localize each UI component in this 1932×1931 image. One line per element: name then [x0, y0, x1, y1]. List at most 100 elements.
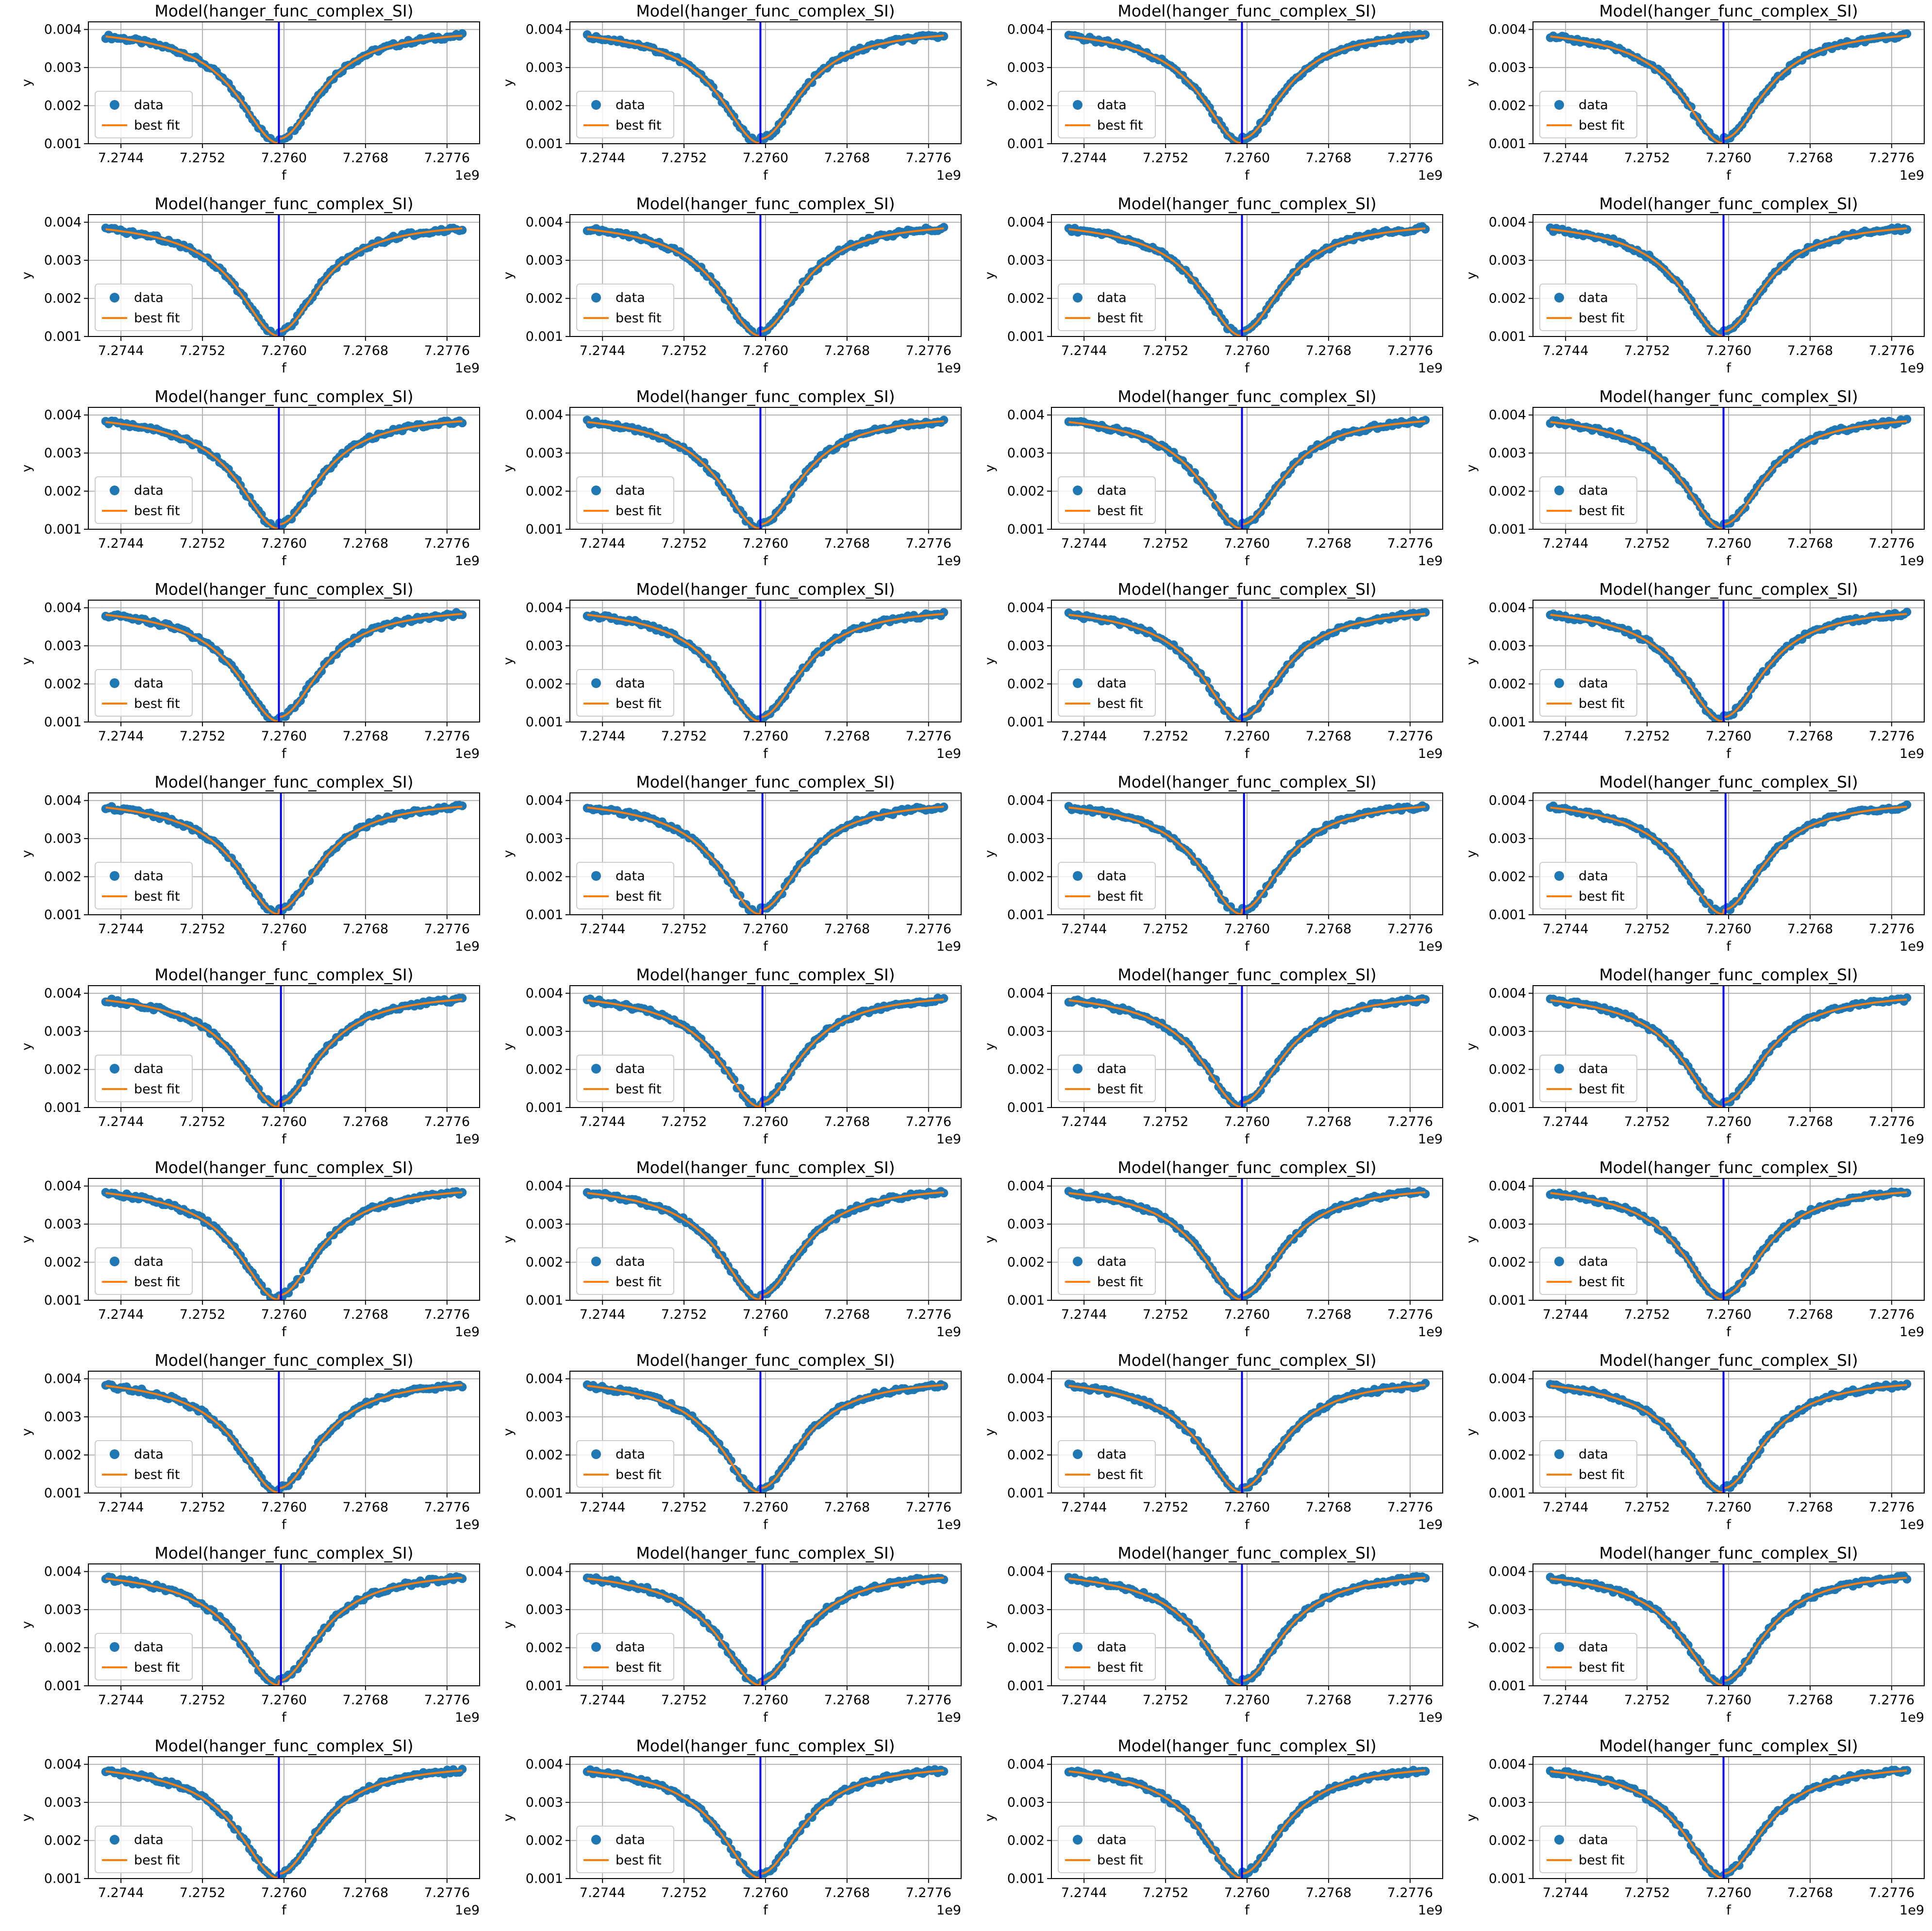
- data-point: [1421, 416, 1430, 425]
- subplot-title: Model(hanger_func_complex_SI): [1599, 965, 1858, 984]
- y-tick-label: 0.003: [526, 1410, 563, 1425]
- plot-area: [101, 416, 467, 529]
- subplot-title: Model(hanger_func_complex_SI): [154, 1, 413, 20]
- x-tick-label: 7.2776: [1387, 536, 1433, 551]
- x-tick-label: 7.2752: [1624, 1307, 1670, 1322]
- legend-label-data: data: [1097, 290, 1127, 305]
- y-tick-label: 0.004: [44, 215, 82, 230]
- y-tick-label: 0.004: [526, 215, 563, 230]
- x-tick-label: 7.2744: [98, 151, 144, 166]
- x-tick-label: 7.2768: [824, 343, 870, 358]
- data-point: [939, 994, 949, 1003]
- y-axis-label: y: [983, 79, 998, 86]
- legend: data best fit: [1058, 1055, 1156, 1102]
- y-tick-label: 0.002: [1007, 484, 1045, 499]
- y-tick-label: 0.001: [44, 907, 82, 923]
- y-tick-label: 0.003: [1489, 831, 1526, 846]
- x-offset-text: 1e9: [1899, 1132, 1924, 1147]
- legend-data-marker: [591, 100, 601, 110]
- y-tick-label: 0.002: [1489, 1062, 1526, 1077]
- y-tick-label: 0.001: [1489, 329, 1526, 344]
- y-tick-label: 0.003: [1007, 638, 1045, 654]
- y-tick-label: 0.002: [526, 99, 563, 114]
- x-tick-label: 7.2744: [1543, 151, 1588, 166]
- x-tick-label: 7.2760: [261, 922, 307, 937]
- best-fit-line: [1068, 806, 1426, 915]
- x-axis-label: f: [282, 361, 287, 376]
- x-tick-label: 7.2760: [1224, 343, 1270, 358]
- legend: data best fit: [1539, 1247, 1637, 1295]
- subplot-panel: Model(hanger_func_complex_SI) 7.2744 7.275…: [983, 1158, 1443, 1340]
- best-fit-line: [105, 227, 463, 336]
- legend-label-fit: best fit: [616, 118, 662, 133]
- legend: data best fit: [1058, 476, 1156, 524]
- x-tick-label: 7.2768: [1306, 729, 1351, 744]
- best-fit-line: [1550, 227, 1907, 336]
- x-tick-label: 7.2768: [343, 922, 388, 937]
- y-tick-label: 0.001: [526, 1100, 563, 1115]
- legend-label-data: data: [134, 1061, 164, 1076]
- plot-area: [1546, 29, 1912, 144]
- x-offset-text: 1e9: [455, 1517, 480, 1532]
- x-tick-label: 7.2776: [1869, 343, 1915, 358]
- legend-label-data: data: [1579, 1061, 1608, 1076]
- x-tick-label: 7.2752: [180, 151, 225, 166]
- x-tick-label: 7.2744: [98, 343, 144, 358]
- subplot-panel: Model(hanger_func_complex_SI) 7.2744 7.275…: [1464, 965, 1925, 1147]
- plot-area: [1546, 223, 1912, 336]
- y-tick-label: 0.004: [526, 22, 563, 37]
- y-axis-label: y: [1464, 1042, 1479, 1050]
- x-axis-label: f: [1245, 939, 1250, 954]
- x-axis-label: f: [1726, 1132, 1732, 1147]
- x-axis-label: f: [763, 746, 768, 761]
- y-tick-label: 0.004: [1007, 986, 1045, 1001]
- legend: data best fit: [1539, 91, 1637, 138]
- x-tick-label: 7.2752: [1624, 536, 1670, 551]
- legend-data-marker: [110, 871, 119, 881]
- y-tick-label: 0.003: [44, 1410, 82, 1425]
- subplot-panel: Model(hanger_func_complex_SI) 7.2744 7.275…: [19, 580, 480, 761]
- x-axis-label: f: [1726, 746, 1732, 761]
- y-tick-label: 0.004: [44, 22, 82, 37]
- x-tick-label: 7.2760: [261, 343, 307, 358]
- subplot-title: Model(hanger_func_complex_SI): [154, 965, 413, 984]
- subplot-title: Model(hanger_func_complex_SI): [154, 772, 413, 791]
- legend-label-fit: best fit: [1097, 889, 1143, 904]
- y-tick-label: 0.001: [1007, 329, 1045, 344]
- y-axis-label: y: [983, 1235, 998, 1243]
- y-tick-label: 0.004: [1489, 408, 1526, 423]
- x-tick-label: 7.2752: [661, 1114, 707, 1129]
- data-point: [939, 608, 949, 617]
- best-fit-line: [1068, 1384, 1426, 1493]
- y-tick-label: 0.001: [44, 1100, 82, 1115]
- x-offset-text: 1e9: [1418, 361, 1443, 376]
- plot-area: [1064, 1378, 1430, 1493]
- x-tick-label: 7.2768: [1787, 729, 1833, 744]
- y-axis-label: y: [1464, 79, 1479, 86]
- data-point: [458, 993, 467, 1003]
- y-axis-label: y: [501, 79, 516, 86]
- y-tick-label: 0.003: [44, 446, 82, 461]
- data-point: [458, 801, 467, 810]
- y-tick-label: 0.003: [526, 638, 563, 654]
- x-tick-label: 7.2760: [1224, 1114, 1270, 1129]
- x-tick-label: 7.2776: [1869, 1114, 1915, 1129]
- x-tick-label: 7.2768: [824, 922, 870, 937]
- data-point: [1421, 1189, 1430, 1198]
- legend-label-data: data: [1097, 98, 1127, 113]
- subplot-title: Model(hanger_func_complex_SI): [1117, 772, 1376, 791]
- data-point: [1421, 1378, 1430, 1388]
- x-axis-label: f: [763, 168, 768, 183]
- x-tick-label: 7.2752: [1143, 1114, 1188, 1129]
- x-tick-label: 7.2760: [261, 1500, 307, 1515]
- subplot-title: Model(hanger_func_complex_SI): [1117, 1351, 1376, 1370]
- x-tick-label: 7.2752: [1143, 922, 1188, 937]
- x-tick-label: 7.2776: [906, 1307, 951, 1322]
- legend-label-data: data: [1579, 290, 1608, 305]
- plot-area: [583, 608, 949, 722]
- legend-label-fit: best fit: [1579, 696, 1625, 711]
- x-axis-label: f: [1726, 168, 1732, 183]
- x-axis-label: f: [763, 1517, 768, 1532]
- x-tick-label: 7.2768: [343, 1500, 388, 1515]
- x-tick-label: 7.2760: [261, 1307, 307, 1322]
